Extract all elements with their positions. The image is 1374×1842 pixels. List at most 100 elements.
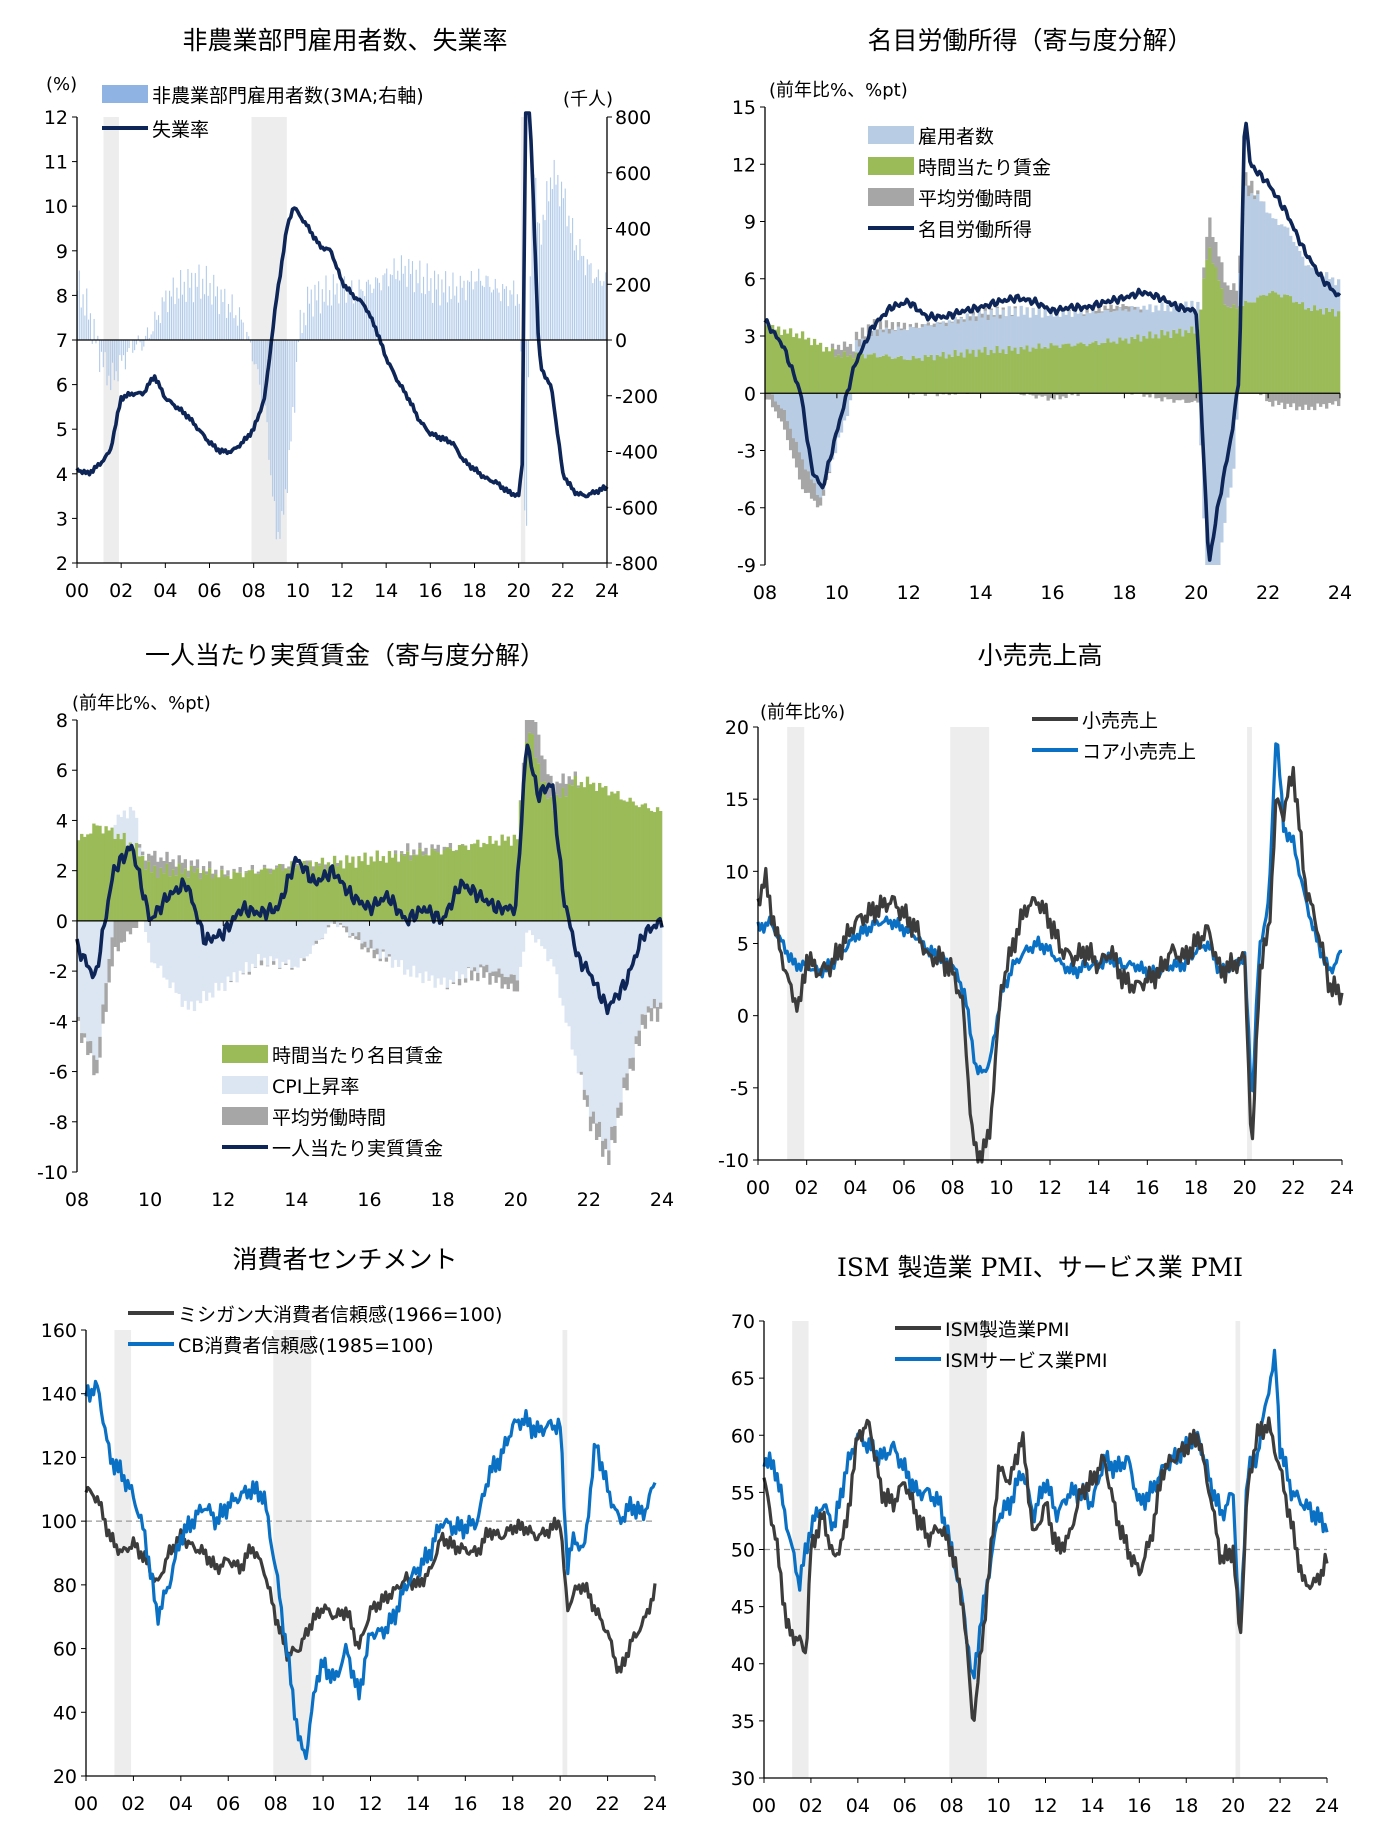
bar-segment-employment xyxy=(908,326,913,361)
payroll-bar xyxy=(229,312,231,340)
bar-segment-cpi xyxy=(125,818,130,846)
bar-segment-employment xyxy=(1259,201,1263,296)
bar-segment-hourly-wage xyxy=(1112,341,1116,394)
payroll-bar xyxy=(422,276,425,340)
bar-segment-hours xyxy=(1055,393,1059,396)
payroll-bar xyxy=(156,319,158,340)
bar-segment-hours xyxy=(342,925,346,928)
bar-segment-hourly-wage xyxy=(1160,329,1164,394)
payroll-bar xyxy=(399,280,401,340)
bar-segment-hourly-nominal-wage xyxy=(363,852,367,921)
bar-segment-hours xyxy=(1115,305,1119,311)
bar-segment-hourly-wage xyxy=(1124,338,1128,394)
bar-segment-cpi xyxy=(308,920,312,954)
bar-segment-hourly-wage xyxy=(920,360,925,394)
bar-segment-hours xyxy=(156,861,160,878)
bar-segment-hourly-nominal-wage xyxy=(247,870,251,921)
payroll-bar xyxy=(192,302,195,340)
left-axis-unit: (%) xyxy=(46,74,77,95)
bar-segment-cpi xyxy=(247,920,251,972)
bar-segment-hourly-wage xyxy=(770,324,775,394)
payroll-bar xyxy=(452,272,454,340)
bar-segment-hourly-nominal-wage xyxy=(479,847,483,921)
bar-segment-hourly-nominal-wage xyxy=(104,826,108,921)
payroll-bar xyxy=(562,198,564,340)
bar-segment-hours xyxy=(1187,393,1191,403)
bar-segment-hourly-wage xyxy=(1286,294,1290,394)
bar-segment-hourly-nominal-wage xyxy=(195,868,200,921)
bar-segment-hours xyxy=(1283,393,1287,409)
payroll-bar xyxy=(411,261,414,340)
payroll-bar xyxy=(104,340,106,353)
bar-segment-hourly-wage xyxy=(1181,336,1185,394)
x-tick-label: 22 xyxy=(595,1793,619,1815)
bar-segment-hours xyxy=(947,393,951,396)
bar-segment-hourly-wage xyxy=(1142,336,1146,394)
payroll-bar xyxy=(86,288,88,340)
bar-segment-hourly-wage xyxy=(1178,328,1182,394)
bar-segment-employment xyxy=(902,329,907,360)
y-right-tick-label: -400 xyxy=(615,442,658,464)
bar-segment-cpi xyxy=(113,824,117,839)
bar-segment-hourly-wage xyxy=(890,358,895,394)
bar-segment-hours xyxy=(229,980,233,983)
bar-segment-hourly-wage xyxy=(971,349,975,394)
x-tick-label: 24 xyxy=(1315,1795,1339,1817)
bar-segment-hourly-nominal-wage xyxy=(375,850,379,921)
bar-segment-hours xyxy=(652,998,657,1009)
bar-segment-hours xyxy=(305,860,309,866)
bar-segment-hourly-nominal-wage xyxy=(345,855,349,921)
payroll-bar xyxy=(553,159,555,340)
payroll-bar xyxy=(551,189,553,340)
bar-segment-hours xyxy=(1214,241,1218,268)
bar-segment-employment xyxy=(1127,311,1131,344)
bar-segment-hourly-wage xyxy=(965,349,969,394)
bar-segment-employment xyxy=(959,317,963,353)
x-tick-label: 06 xyxy=(216,1793,240,1815)
payroll-bar xyxy=(395,279,397,340)
y-tick-label: 35 xyxy=(731,1711,755,1733)
bar-segment-hourly-nominal-wage xyxy=(250,869,255,921)
bar-segment-employment xyxy=(854,340,859,353)
recession-band xyxy=(792,1321,809,1778)
x-tick-label: 24 xyxy=(595,580,619,602)
bar-segment-hourly-nominal-wage xyxy=(427,855,431,921)
bar-segment-cpi xyxy=(101,920,105,1005)
bar-segment-employment xyxy=(1334,285,1338,317)
payroll-bar xyxy=(91,340,93,344)
bar-segment-employment xyxy=(1049,307,1053,344)
bar-segment-hourly-nominal-wage xyxy=(101,833,105,921)
payroll-bar xyxy=(500,301,502,340)
x-tick-label: 02 xyxy=(121,1793,145,1815)
bar-segment-cpi xyxy=(558,920,562,998)
bar-segment-cpi xyxy=(537,920,541,940)
payroll-bar xyxy=(457,302,460,340)
bar-segment-cpi xyxy=(512,920,517,975)
bar-segment-hours xyxy=(494,971,498,983)
payroll-bar xyxy=(268,340,270,460)
payroll-bar xyxy=(573,250,575,340)
x-tick-label: 06 xyxy=(892,1177,916,1199)
payroll-bar xyxy=(78,270,80,340)
bar-segment-hours xyxy=(1244,172,1248,186)
payroll-bar xyxy=(200,298,202,340)
bar-segment-hours xyxy=(1223,282,1227,305)
bar-segment-cpi xyxy=(509,920,514,975)
bar-segment-cpi xyxy=(412,920,416,966)
y-tick-label: 50 xyxy=(731,1540,755,1562)
payroll-bar xyxy=(437,274,439,340)
payroll-bar xyxy=(421,293,423,340)
bar-segment-hourly-nominal-wage xyxy=(604,786,608,921)
bar-segment-hourly-nominal-wage xyxy=(265,868,270,921)
bar-segment-cpi xyxy=(314,920,319,941)
payroll-bar xyxy=(257,340,259,370)
bar-segment-hours xyxy=(1325,393,1329,409)
bar-segment-cpi xyxy=(223,920,227,991)
payroll-bar xyxy=(290,340,292,442)
bar-segment-employment xyxy=(1307,265,1311,308)
y-tick-label: 4 xyxy=(56,810,68,832)
payroll-bar xyxy=(527,340,529,378)
payroll-bar xyxy=(264,340,266,406)
payroll-bar xyxy=(404,265,406,340)
bar-segment-cpi xyxy=(128,806,133,843)
